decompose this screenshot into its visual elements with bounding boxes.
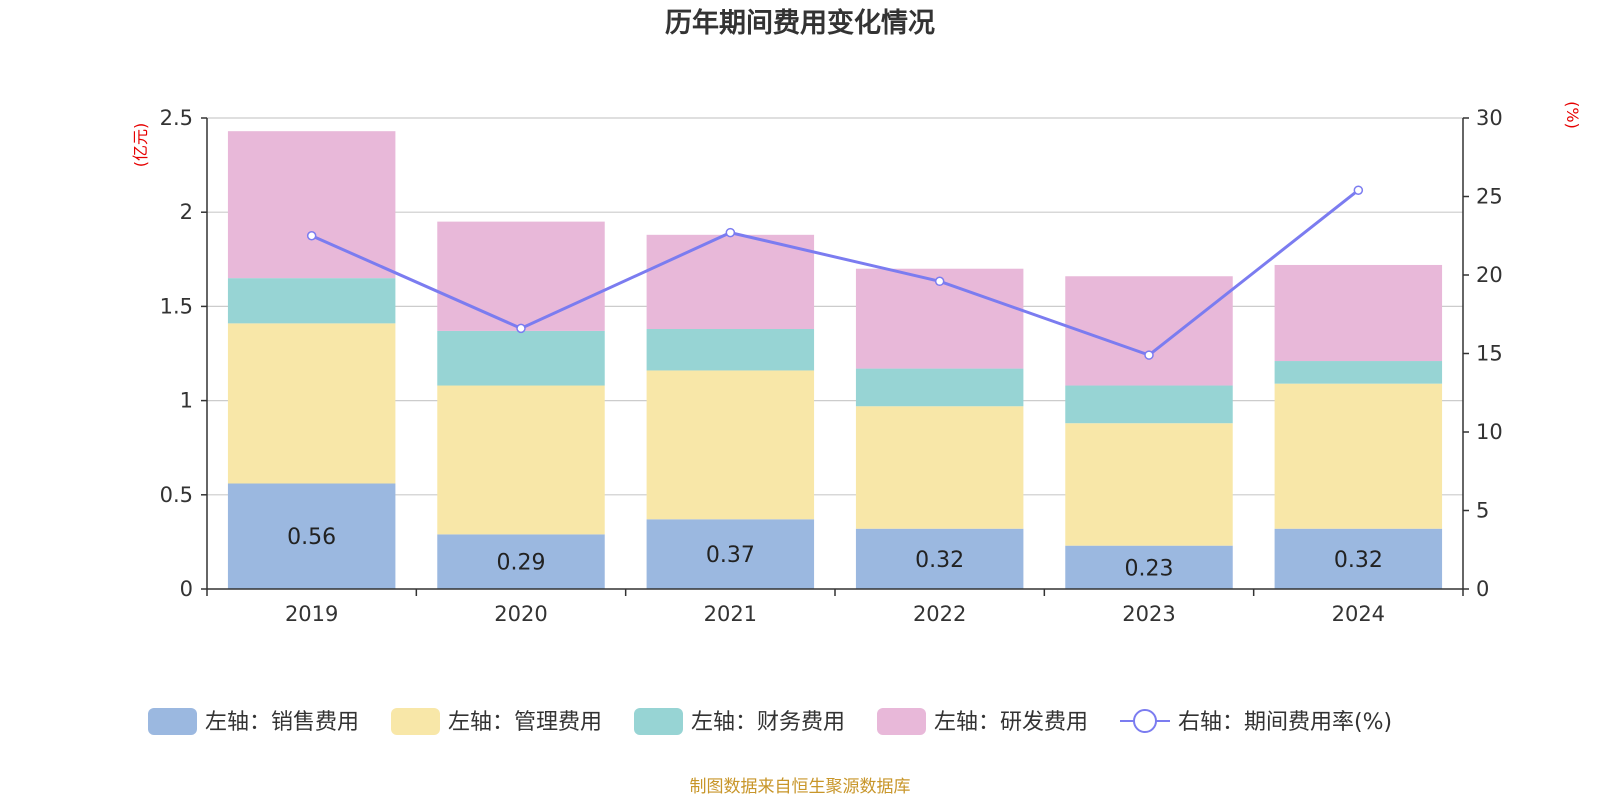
bar-segment	[227, 483, 396, 589]
bar-segment	[227, 131, 396, 279]
bar-segment	[855, 368, 1024, 407]
bar-segment	[1065, 385, 1233, 424]
right-axis-tick-label: 0	[1476, 577, 1489, 601]
left-axis-tick-label: 1.5	[160, 294, 193, 318]
left-axis-tick-label: 1	[180, 389, 193, 413]
bar-value-label: 0.23	[1125, 556, 1174, 581]
left-axis-unit: (亿元)	[131, 123, 150, 168]
bar-segment	[437, 385, 605, 535]
bar-segment	[646, 370, 815, 520]
bar-segment	[855, 406, 1024, 529]
right-axis-tick-label: 5	[1476, 499, 1489, 523]
rate-point	[934, 276, 945, 287]
bars	[227, 131, 1443, 589]
bar-value-label: 0.56	[287, 525, 336, 550]
rate-point	[1144, 350, 1154, 360]
x-axis-tick-label: 2022	[913, 602, 966, 626]
x-axis-tick-label: 2019	[285, 602, 338, 626]
bar-segment	[437, 221, 605, 331]
legend-label: 左轴：管理费用	[448, 710, 602, 735]
left-axis-tick-label: 0	[180, 577, 193, 601]
bar-value-label: 0.32	[1334, 548, 1383, 573]
legend-label: 左轴：财务费用	[691, 710, 845, 735]
rate-line	[306, 185, 1364, 360]
x-axis-tick-label: 2024	[1332, 602, 1385, 626]
rate-point	[516, 323, 526, 334]
legend-label: 左轴：研发费用	[934, 710, 1088, 735]
right-axis-tick-label: 10	[1476, 420, 1503, 444]
bar-segment	[855, 528, 1024, 589]
axes: 0 0.5 1 1.5 2 2.5 0 5 10 15 20 25 30 2019 2020 2021 2022…	[160, 106, 1503, 626]
legend-swatch	[391, 708, 440, 735]
data-source-note: 制图数据来自恒生聚源数据库	[690, 777, 911, 797]
bar-segment	[1065, 276, 1233, 386]
bar-segment	[1065, 545, 1233, 589]
right-axis-tick-label: 30	[1476, 106, 1503, 130]
data-labels: 0.56 0.29 0.37 0.32 0.23 0.32	[287, 525, 1383, 581]
bar-segment	[437, 534, 605, 589]
bar-segment	[646, 234, 815, 330]
bar-segment	[646, 519, 815, 589]
gridlines	[207, 117, 1463, 496]
bar-segment	[646, 329, 815, 371]
rate-line-path	[311, 189, 1360, 357]
rate-point	[306, 231, 317, 241]
legend-label: 左轴：销售费用	[205, 710, 359, 735]
bar-segment	[227, 278, 396, 324]
bar-segment	[227, 323, 396, 484]
legend-swatch	[877, 708, 926, 735]
rate-point	[725, 227, 736, 238]
right-axis-tick-label: 25	[1476, 185, 1503, 209]
legend: 左轴：销售费用 左轴：管理费用 左轴：财务费用 左轴：研发费用 右轴：期间费用率(%)	[148, 708, 1392, 735]
bar-value-label: 0.29	[497, 551, 546, 576]
bar-segment	[1065, 423, 1233, 546]
bar-value-label: 0.37	[706, 543, 755, 568]
bar-segment	[437, 330, 605, 386]
left-axis-tick-label: 0.5	[160, 483, 193, 507]
left-axis-tick-label: 2	[180, 200, 193, 224]
legend-label: 右轴：期间费用率(%)	[1178, 710, 1392, 735]
right-axis-tick-label: 15	[1476, 342, 1503, 366]
right-axis-tick-label: 20	[1476, 263, 1503, 287]
chart-title: 历年期间费用变化情况	[665, 7, 935, 39]
bar-segment	[1274, 264, 1443, 362]
legend-marker	[1133, 709, 1157, 733]
bar-segment	[1274, 528, 1443, 589]
bar-segment	[1274, 383, 1443, 529]
right-axis-unit: (%)	[1563, 101, 1582, 129]
left-axis-tick-label: 2.5	[160, 106, 193, 130]
rate-point	[1353, 185, 1364, 195]
x-axis-tick-label: 2023	[1122, 602, 1175, 626]
bar-segment	[1274, 361, 1443, 384]
legend-swatch	[634, 708, 683, 735]
x-axis-tick-label: 2021	[704, 602, 757, 626]
legend-swatch	[148, 708, 197, 735]
bar-value-label: 0.32	[915, 548, 964, 573]
x-axis-tick-label: 2020	[494, 602, 547, 626]
